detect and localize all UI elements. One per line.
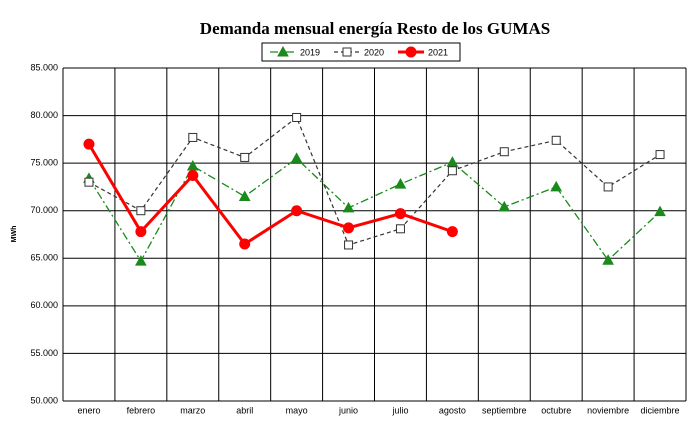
x-tick-label: junio — [338, 405, 358, 415]
marker — [498, 200, 511, 212]
marker — [446, 156, 459, 167]
marker — [135, 226, 147, 238]
marker — [342, 47, 352, 57]
marker — [344, 240, 354, 250]
y-axis-label: MWh — [11, 226, 18, 243]
legend-label: 2020 — [364, 47, 384, 57]
legend-label: 2019 — [300, 47, 320, 57]
marker — [447, 166, 457, 176]
x-tick-label: abril — [236, 405, 253, 415]
marker — [292, 112, 302, 122]
legend-label: 2021 — [428, 47, 448, 57]
x-tick-label: enero — [77, 405, 100, 415]
marker — [83, 138, 95, 150]
marker — [394, 208, 406, 220]
x-tick-label: marzo — [180, 405, 205, 415]
marker — [188, 132, 198, 142]
y-tick-label: 65.000 — [30, 253, 58, 263]
marker — [290, 152, 303, 163]
x-tick-label: julio — [391, 405, 408, 415]
y-tick-label: 50.000 — [30, 395, 58, 405]
y-tick-label: 85.000 — [30, 62, 58, 72]
marker — [291, 205, 303, 217]
marker — [394, 178, 407, 189]
series-line — [87, 143, 453, 247]
y-tick-label: 70.000 — [30, 205, 58, 215]
marker — [551, 135, 561, 145]
chart-title: Demanda mensual energía Resto de los GUM… — [200, 19, 550, 38]
y-tick-label: 60.000 — [30, 300, 58, 310]
x-tick-label: agosto — [439, 405, 466, 415]
marker — [277, 45, 289, 57]
marker — [602, 254, 614, 265]
marker — [239, 238, 251, 250]
y-tick-label: 55.000 — [30, 348, 58, 358]
marker — [405, 46, 417, 58]
y-tick-label: 80.000 — [30, 110, 58, 120]
marker — [136, 206, 146, 216]
marker — [238, 190, 251, 201]
marker — [655, 150, 665, 160]
marker — [603, 182, 613, 192]
series-line — [88, 157, 661, 263]
x-tick-label: diciembre — [641, 405, 680, 415]
x-tick-label: febrero — [127, 405, 156, 415]
marker — [187, 170, 199, 182]
marker — [84, 177, 94, 187]
marker — [186, 159, 199, 171]
marker — [342, 201, 355, 213]
x-tick-label: septiembre — [482, 405, 527, 415]
marker — [446, 226, 458, 238]
marker — [654, 205, 666, 217]
marker — [499, 147, 509, 157]
y-tick-label: 75.000 — [30, 158, 58, 168]
marker — [550, 180, 563, 192]
x-tick-label: noviembre — [587, 405, 629, 415]
marker — [395, 224, 405, 234]
marker — [135, 255, 147, 266]
marker — [343, 222, 355, 234]
x-tick-label: octubre — [541, 405, 571, 415]
x-tick-label: mayo — [286, 405, 308, 415]
marker — [240, 152, 250, 162]
series-line — [88, 116, 661, 246]
